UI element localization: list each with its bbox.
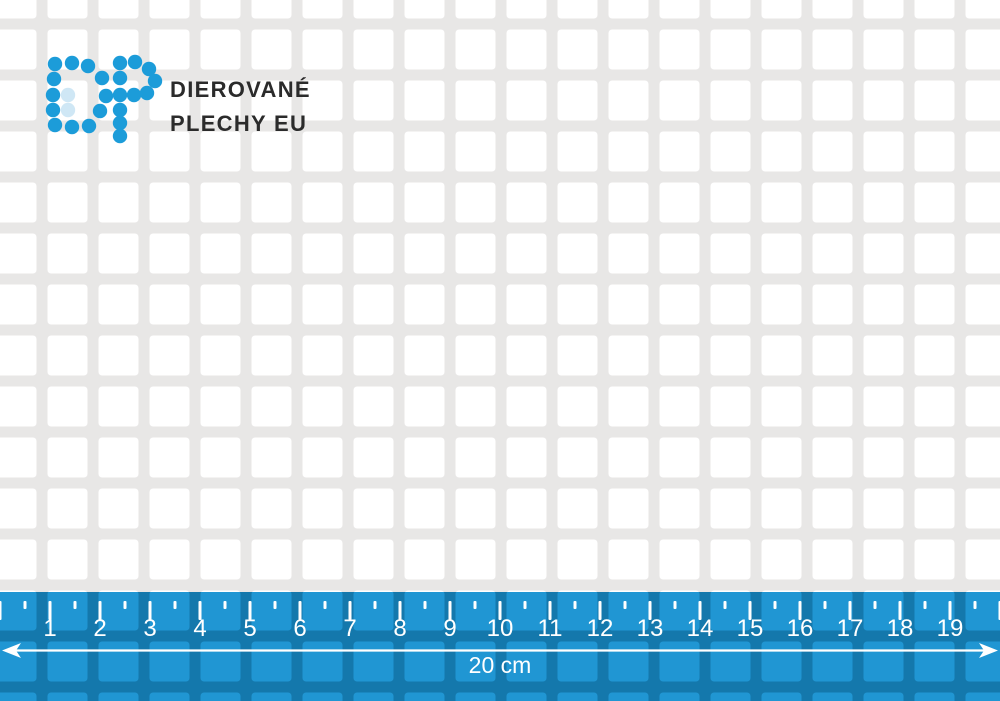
ruler-number: 6 (293, 615, 307, 642)
ruler-tick-major (648, 601, 652, 620)
ruler-tick-major (248, 601, 252, 620)
ruler-tick-minor (823, 601, 827, 609)
ruler-tick-major (398, 601, 402, 620)
ruler-tick-major (848, 601, 852, 620)
ruler-tick-minor (623, 601, 627, 609)
ruler-number: 18 (886, 615, 914, 642)
ruler-number: 4 (193, 615, 207, 642)
ruler-number: 8 (393, 615, 407, 642)
brand-name: DIEROVANÉ PLECHY EU (170, 73, 311, 141)
dimension-arrow-icon (2, 643, 998, 658)
ruler-tick-major (898, 601, 902, 620)
ruler-tick-minor (273, 601, 277, 609)
ruler-number: 14 (686, 615, 714, 642)
ruler-number: 10 (486, 615, 514, 642)
ruler-number: 5 (243, 615, 257, 642)
ruler-number: 3 (143, 615, 157, 642)
ruler-number: 2 (93, 615, 107, 642)
ruler-tick-major (548, 601, 552, 620)
ruler-number: 7 (343, 615, 357, 642)
ruler-tick-major (498, 601, 502, 620)
ruler-number: 16 (786, 615, 814, 642)
ruler-tick-major (0, 601, 2, 620)
ruler-tick-minor (123, 601, 127, 609)
ruler-tick-major (748, 601, 752, 620)
ruler-tick-minor (523, 601, 527, 609)
brand-name-line1: DIEROVANÉ (170, 77, 311, 102)
ruler-tick-minor (323, 601, 327, 609)
ruler-tick-major (998, 601, 1000, 620)
ruler-tick-major (198, 601, 202, 620)
ruler-tick-minor (673, 601, 677, 609)
dimension-label: 20 cm (468, 652, 532, 678)
ruler-tick-minor (723, 601, 727, 609)
ruler-tick-minor (23, 601, 27, 609)
ruler-tick-major (598, 601, 602, 620)
ruler-number: 15 (736, 615, 764, 642)
ruler-tick-minor (973, 601, 977, 609)
brand-name-line2: PLECHY EU (170, 111, 308, 136)
ruler-tick-minor (573, 601, 577, 609)
ruler-tick-minor (773, 601, 777, 609)
ruler-tick-major (148, 601, 152, 620)
ruler-number: 13 (636, 615, 664, 642)
ruler-tick-major (48, 601, 52, 620)
ruler-number: 19 (936, 615, 964, 642)
ruler-tick-minor (423, 601, 427, 609)
ruler-tick-minor (173, 601, 177, 609)
ruler-tick-minor (873, 601, 877, 609)
ruler-tick-minor (373, 601, 377, 609)
ruler-tick-major (98, 601, 102, 620)
ruler-tick-minor (473, 601, 477, 609)
ruler-tick-major (698, 601, 702, 620)
ruler-number: 12 (586, 615, 614, 642)
dp-monogram-light-dots (60, 87, 76, 118)
ruler-tick-major (798, 601, 802, 620)
ruler-tick-minor (223, 601, 227, 609)
ruler-number: 11 (537, 615, 563, 642)
ruler-tick-major (948, 601, 952, 620)
dp-monogram-dots (45, 54, 163, 144)
ruler-tick-minor (73, 601, 77, 609)
dp-monogram-icon (45, 54, 163, 144)
ruler-number: 9 (443, 615, 457, 642)
ruler-tick-major (298, 601, 302, 620)
ruler-number: 1 (43, 615, 57, 642)
ruler-overlay: 1 2 3 4 5 6 7 8 9 10 11 12 13 14 15 16 17 18 19 20 cm (0, 592, 1000, 701)
ruler-tick-major (348, 601, 352, 620)
ruler-number: 17 (836, 615, 864, 642)
ruler-tick-major (448, 601, 452, 620)
ruler-tick-minor (923, 601, 927, 609)
